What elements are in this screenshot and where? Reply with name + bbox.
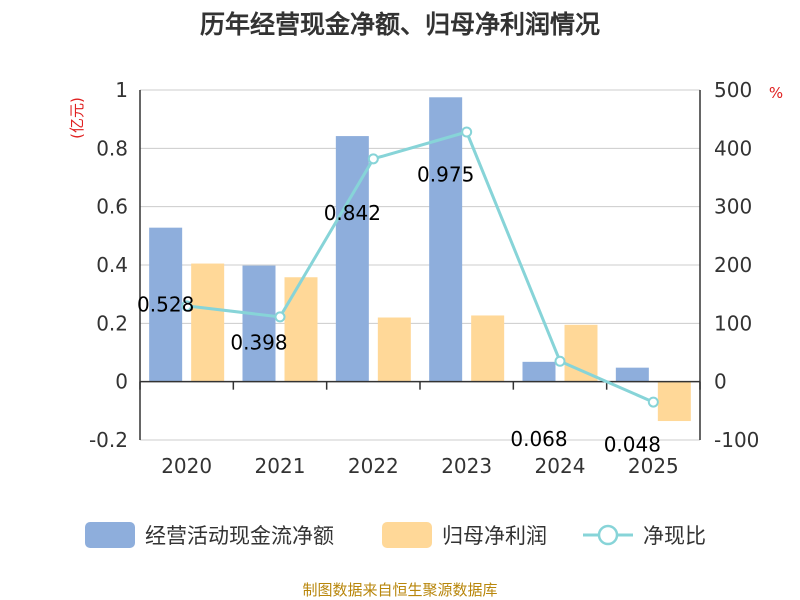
left-tick-label: 0.2 xyxy=(96,311,128,335)
right-tick-label: 0 xyxy=(714,370,727,394)
legend-label-ratio: 净现比 xyxy=(643,524,706,548)
legend: 经营活动现金流净额 归母净利润 净现比 xyxy=(85,522,706,548)
x-tick-label: 2020 xyxy=(161,454,212,478)
left-tick-label: 0 xyxy=(115,370,128,394)
right-axis-unit: % xyxy=(769,84,783,102)
bar-netprofit xyxy=(191,263,225,382)
data-label: 0.528 xyxy=(137,293,194,317)
legend-swatch-cashflow xyxy=(85,522,135,548)
legend-swatch-netprofit xyxy=(382,522,432,548)
data-label: 0.068 xyxy=(510,427,567,451)
left-axis-ticks: -0.2 0 0.2 0.4 0.6 0.8 1 xyxy=(89,78,128,452)
bar-cashflow xyxy=(615,367,649,382)
source-note: 制图数据来自恒生聚源数据库 xyxy=(302,581,497,599)
bar-netprofit xyxy=(564,324,598,382)
legend-label-cashflow: 经营活动现金流净额 xyxy=(145,524,334,548)
left-tick-label: 0.6 xyxy=(96,195,128,219)
right-tick-label: 300 xyxy=(714,195,752,219)
ratio-point xyxy=(274,311,286,323)
x-tick-label: 2022 xyxy=(348,454,399,478)
right-tick-label: 200 xyxy=(714,253,752,277)
bar-netprofit xyxy=(377,317,411,382)
bar-cashflow xyxy=(242,265,276,382)
legend-marker-ratio xyxy=(597,524,619,546)
right-tick-label: -100 xyxy=(714,428,759,452)
right-tick-label: 500 xyxy=(714,78,752,102)
right-tick-label: 100 xyxy=(714,311,752,335)
x-tick-label: 2021 xyxy=(255,454,306,478)
bar-cashflow xyxy=(429,97,463,382)
right-axis-ticks: -100 0 100 200 300 400 500 xyxy=(714,78,759,452)
bars xyxy=(149,97,691,422)
x-axis-ticks: 2020 2021 2022 2023 2024 2025 xyxy=(161,454,679,478)
left-tick-label: -0.2 xyxy=(89,428,128,452)
ratio-point xyxy=(181,300,193,312)
bar-netprofit xyxy=(284,277,318,382)
x-tick-label: 2023 xyxy=(441,454,492,478)
ratio-point xyxy=(554,355,566,367)
ratio-point xyxy=(461,126,473,138)
data-label: 0.975 xyxy=(417,162,474,186)
left-tick-label: 0.8 xyxy=(96,136,128,160)
data-label: 0.048 xyxy=(604,433,661,457)
left-axis-unit: (亿元) xyxy=(68,97,86,139)
data-label: 0.398 xyxy=(230,331,287,355)
x-tick-label: 2025 xyxy=(628,454,679,478)
x-tick-label: 2024 xyxy=(535,454,586,478)
ratio-line xyxy=(181,126,659,408)
data-labels: 0.528 0.398 0.842 0.975 0.068 0.048 xyxy=(137,162,661,456)
data-label: 0.842 xyxy=(324,201,381,225)
ratio-point xyxy=(367,153,379,165)
left-tick-label: 0.4 xyxy=(96,253,128,277)
legend-label-netprofit: 归母净利润 xyxy=(442,524,547,548)
ratio-line-path xyxy=(186,130,654,404)
left-tick-label: 1 xyxy=(115,78,128,102)
bar-cashflow xyxy=(149,227,183,382)
bar-netprofit xyxy=(657,381,691,422)
bar-netprofit xyxy=(471,315,505,382)
chart-title: 历年经营现金净额、归母净利润情况 xyxy=(200,10,600,39)
bar-cashflow xyxy=(522,361,556,382)
right-tick-label: 400 xyxy=(714,136,752,160)
ratio-point xyxy=(647,396,659,408)
